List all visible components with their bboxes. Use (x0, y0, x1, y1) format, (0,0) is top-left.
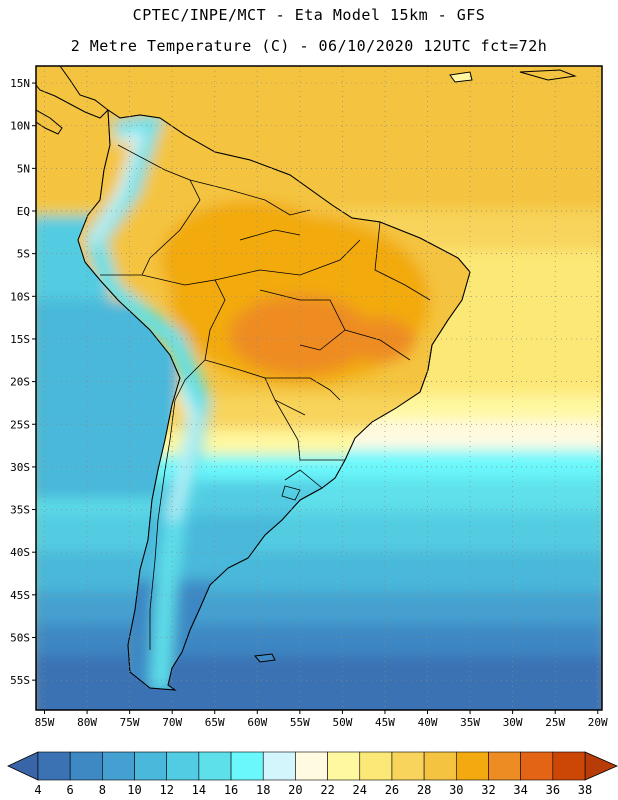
colorbar-swatch (69, 751, 103, 781)
colorbar-label: 36 (546, 783, 560, 797)
colorbar-label: 32 (481, 783, 495, 797)
tick-label-lat: 5S (17, 248, 30, 261)
colorbar-swatch (520, 751, 554, 781)
colorbar-swatch (37, 751, 71, 781)
colorbar-swatch (230, 751, 264, 781)
colorbar-swatch (198, 751, 232, 781)
colorbar-swatch (488, 751, 521, 781)
tick-label-lon: 30W (503, 716, 523, 729)
tick-label-lat: 25S (10, 418, 30, 431)
tick-label-lon: 70W (162, 716, 182, 729)
tick-label-lon: 55W (290, 716, 310, 729)
colorbar-label: 34 (513, 783, 527, 797)
tick-label-lon: 25W (545, 716, 565, 729)
colorbar-label: 14 (192, 783, 206, 797)
colorbar-label: 20 (288, 783, 302, 797)
tick-label-lat: EQ (17, 205, 30, 218)
colorbar-swatch (327, 751, 361, 781)
colorbar-label: 12 (159, 783, 173, 797)
tick-label-lat: 50S (10, 631, 30, 644)
colorbar-label: 8 (99, 783, 106, 797)
tick-label-lon: 50W (332, 716, 352, 729)
colorbar: 4 6 8 10 12 14 16 18 20 22 24 26 28 30 32 34 36 38 (7, 751, 618, 797)
colorbar-label: 28 (417, 783, 431, 797)
tick-label-lat: 15S (10, 333, 30, 346)
colorbar-swatch (423, 751, 457, 781)
colorbar-swatch (552, 751, 586, 781)
tick-label-lat: 10S (10, 290, 30, 303)
colorbar-label: 22 (320, 783, 334, 797)
colorbar-label: 6 (67, 783, 74, 797)
tick-label-lon: 20W (588, 716, 608, 729)
tick-label-lon: 40W (418, 716, 438, 729)
colorbar-swatch (262, 751, 296, 781)
colorbar-low-arrow (7, 751, 39, 781)
tick-label-lat: 30S (10, 461, 30, 474)
colorbar-label: 24 (353, 783, 367, 797)
colorbar-label: 26 (385, 783, 399, 797)
map-frame (35, 65, 603, 711)
tick-label-lat: 45S (10, 589, 30, 602)
tick-label-lon: 65W (205, 716, 225, 729)
tick-label-lat: 35S (10, 504, 30, 517)
tick-label-lat: 10N (10, 120, 30, 133)
tick-label-lon: 75W (120, 716, 140, 729)
map-title-line-1: CPTEC/INPE/MCT - Eta Model 15km - GFS (132, 6, 486, 24)
tick-label-lat: 55S (10, 674, 30, 687)
colorbar-swatch (134, 751, 168, 781)
tick-label-lat: 40S (10, 546, 30, 559)
map-title-line-2: 2 Metre Temperature (C) - 06/10/2020 12U… (70, 37, 548, 55)
colorbar-label: 4 (34, 783, 41, 797)
colorbar-swatch (391, 751, 425, 781)
colorbar-label: 18 (256, 783, 270, 797)
colorbar-swatch (455, 751, 489, 781)
tick-label-lon: 35W (460, 716, 480, 729)
tick-label-lat: 15N (10, 77, 30, 90)
map-plot-area (36, 66, 602, 710)
tick-label-lon: 60W (247, 716, 267, 729)
colorbar-swatch (295, 751, 328, 781)
colorbar-label: 16 (224, 783, 238, 797)
tick-label-lat: 5N (17, 162, 30, 175)
colorbar-swatch (102, 751, 135, 781)
colorbar-label: 30 (449, 783, 463, 797)
axis-ticks: 85W 80W 75W 70W 65W 60W 55W 50W 45W 40W 35W 30W 25W 2… (10, 77, 608, 729)
colorbar-label: 10 (127, 783, 141, 797)
tick-label-lon: 80W (77, 716, 97, 729)
tick-label-lon: 45W (375, 716, 395, 729)
colorbar-swatch (359, 751, 393, 781)
colorbar-high-arrow (584, 751, 618, 781)
colorbar-label: 38 (578, 783, 592, 797)
colorbar-swatch (166, 751, 200, 781)
tick-label-lon: 85W (35, 716, 55, 729)
tick-label-lat: 20S (10, 376, 30, 389)
